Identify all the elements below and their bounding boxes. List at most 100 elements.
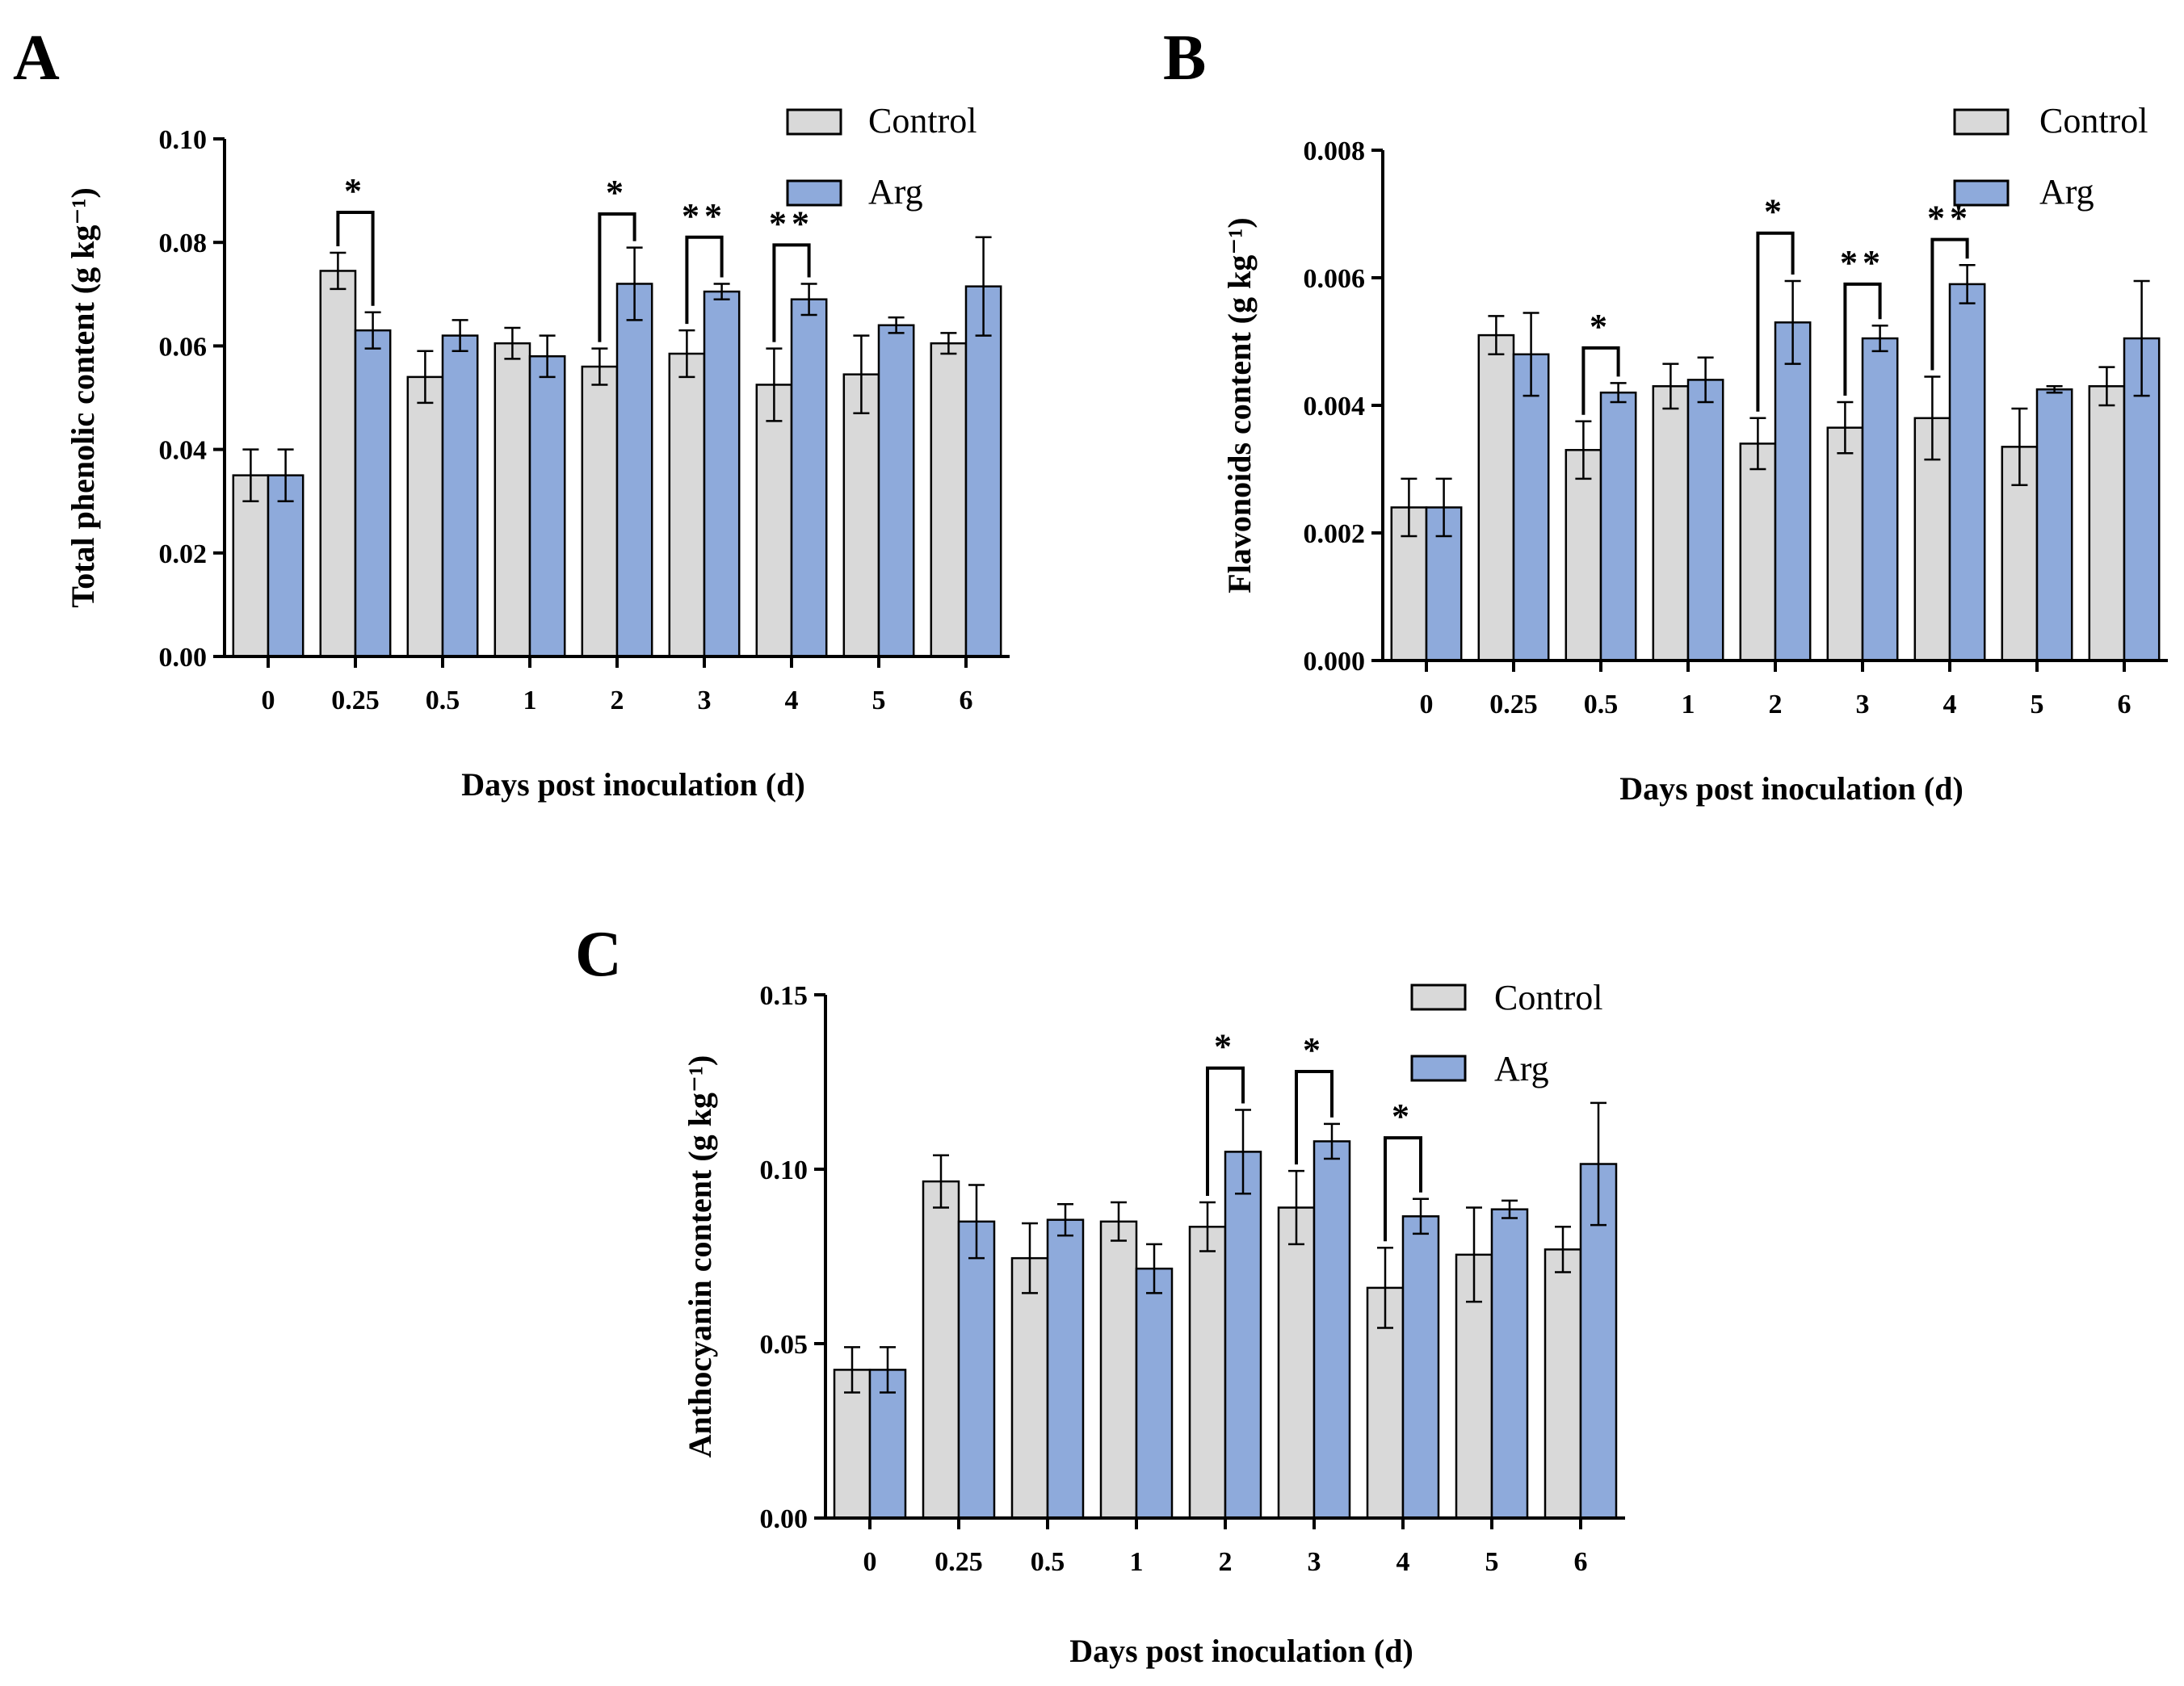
- y-tick-label: 0.04: [159, 436, 208, 466]
- error-bar-arg-6: [975, 236, 992, 337]
- panel-letter-c: C: [575, 919, 622, 990]
- x-tick-label: 0: [262, 686, 275, 715]
- error-bar-arg-1: [1146, 1243, 1162, 1294]
- error-bar-arg-0.25: [364, 311, 381, 350]
- error-bar-arg-2: [626, 246, 643, 321]
- x-tick-label: 1: [523, 686, 537, 715]
- error-bar-arg-2: [1784, 279, 1801, 365]
- significance-label-0.25: *: [344, 171, 367, 211]
- error-bar-arg-0.5: [452, 319, 468, 353]
- error-bar-control-1: [1111, 1201, 1127, 1242]
- significance-label-3: **: [1840, 243, 1885, 283]
- x-tick-label: 5: [872, 686, 886, 715]
- y-tick-label: 0.008: [1304, 136, 1366, 166]
- error-bar-control-0.5: [1575, 420, 1592, 480]
- y-tick-label: 0.004: [1304, 392, 1366, 422]
- error-bar-control-5: [853, 334, 870, 414]
- significance-label-4: **: [769, 203, 814, 243]
- x-tick-label: 6: [960, 686, 973, 715]
- bar-control-1: [1099, 1220, 1138, 1520]
- bar-arg-0.5: [441, 334, 479, 658]
- bar-arg-3: [1861, 337, 1899, 662]
- error-bar-arg-5: [2046, 385, 2063, 394]
- x-tick-label: 3: [698, 686, 712, 715]
- x-tick-label: 0.5: [1031, 1547, 1065, 1577]
- legend-swatch-control: [1410, 984, 1467, 1011]
- error-bar-control-6: [2098, 366, 2115, 407]
- error-bar-control-2: [1199, 1201, 1216, 1252]
- y-axis-title: Total phenolic content (g kg⁻¹): [65, 187, 101, 608]
- significance-bracket-3: [685, 235, 724, 325]
- x-tick-label: 4: [785, 686, 799, 715]
- panel-letter-a: A: [13, 23, 60, 94]
- bar-arg-4: [1948, 283, 1986, 662]
- bar-control-1: [1652, 385, 1690, 662]
- x-tick-label: 0.25: [331, 686, 380, 715]
- bar-arg-6: [964, 285, 1002, 658]
- significance-label-2: *: [1764, 192, 1787, 232]
- significance-bracket-3: [1295, 1070, 1334, 1165]
- bar-arg-0: [267, 474, 304, 658]
- significance-bracket-3: [1843, 282, 1882, 396]
- significance-label-2: *: [606, 173, 628, 212]
- bar-control-5: [842, 373, 880, 658]
- bar-arg-5: [877, 324, 915, 658]
- x-tick-label: 0.5: [1584, 690, 1619, 719]
- bar-arg-0.25: [957, 1220, 996, 1520]
- error-bar-control-0.5: [1022, 1222, 1038, 1294]
- x-axis-title: Days post inoculation (d): [1619, 770, 1964, 807]
- y-tick-label: 0.002: [1304, 519, 1366, 549]
- error-bar-control-0: [844, 1346, 860, 1394]
- y-tick-label: 0.000: [1304, 647, 1366, 677]
- error-bar-control-6: [1555, 1226, 1571, 1273]
- x-axis-title: Days post inoculation (d): [461, 766, 805, 803]
- legend-swatch-control: [786, 108, 842, 136]
- error-bar-control-4: [766, 347, 783, 422]
- significance-label-3: *: [1303, 1030, 1325, 1070]
- legend-label-control: Control: [868, 101, 976, 140]
- legend-swatch-arg: [786, 179, 842, 207]
- error-bar-arg-5: [1502, 1199, 1518, 1219]
- x-tick-label: 3: [1856, 690, 1870, 719]
- legend-swatch-control: [1953, 108, 2010, 136]
- bar-control-2: [1188, 1226, 1227, 1520]
- error-bar-arg-0.25: [968, 1184, 985, 1260]
- error-bar-control-0.25: [1488, 315, 1505, 356]
- y-tick-label: 0.15: [760, 981, 808, 1011]
- bar-control-0: [232, 474, 270, 658]
- y-tick-label: 0.00: [159, 643, 208, 673]
- panel-letter-b: B: [1163, 23, 1206, 94]
- error-bar-control-0: [242, 448, 259, 502]
- error-bar-control-3: [1288, 1169, 1304, 1246]
- x-tick-label: 4: [1943, 690, 1957, 719]
- bar-control-1: [494, 342, 531, 658]
- x-tick-label: 3: [1308, 1547, 1321, 1577]
- bar-control-0.5: [406, 375, 444, 658]
- error-bar-arg-0: [880, 1346, 896, 1394]
- x-tick-label: 5: [1485, 1547, 1499, 1577]
- panel-c-anthocyanin-chart: C 0.00 0.05 0.10 0.15 0 0.25 0.5 1 2 3 4 5 6 Days post…: [575, 919, 1625, 1669]
- error-bar-control-1: [504, 326, 521, 360]
- y-tick-label: 0.10: [760, 1155, 808, 1185]
- significance-bracket-4: [772, 243, 811, 342]
- bar-arg-4: [1401, 1215, 1440, 1520]
- significance-bracket-4: [1930, 237, 1969, 371]
- legend-label-arg: Arg: [1494, 1049, 1549, 1088]
- significance-label-4: **: [1927, 199, 1972, 238]
- bar-arg-0.5: [1046, 1218, 1085, 1520]
- bar-control-4: [755, 384, 793, 658]
- error-bar-control-2: [591, 347, 608, 386]
- legend-label-control: Control: [1494, 978, 1602, 1017]
- error-bar-arg-6: [1590, 1101, 1606, 1227]
- bar-arg-0.25: [1512, 353, 1550, 662]
- bar-control-3: [668, 352, 706, 658]
- y-tick-label: 0.02: [159, 539, 208, 569]
- x-tick-label: 6: [2118, 690, 2132, 719]
- bar-control-0.25: [1477, 333, 1515, 662]
- x-tick-label: 5: [2031, 690, 2044, 719]
- significance-label-0.5: *: [1590, 307, 1612, 346]
- legend-swatch-arg: [1410, 1055, 1467, 1082]
- bar-arg-2: [1774, 321, 1812, 662]
